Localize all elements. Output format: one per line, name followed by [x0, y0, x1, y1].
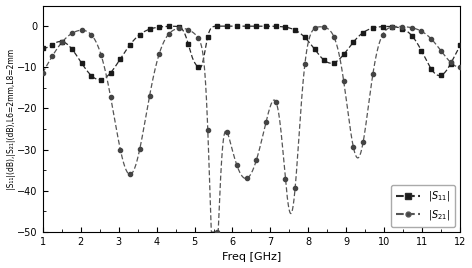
Y-axis label: |S₁₁|(dB),|S₂₁|(dB),L6=2mm,L8=2mm: |S₁₁|(dB),|S₂₁|(dB),L6=2mm,L8=2mm — [6, 48, 15, 189]
Legend: $|S_{11}|$, $|S_{21}|$: $|S_{11}|$, $|S_{21}|$ — [391, 185, 455, 227]
X-axis label: Freq [GHz]: Freq [GHz] — [222, 252, 281, 262]
